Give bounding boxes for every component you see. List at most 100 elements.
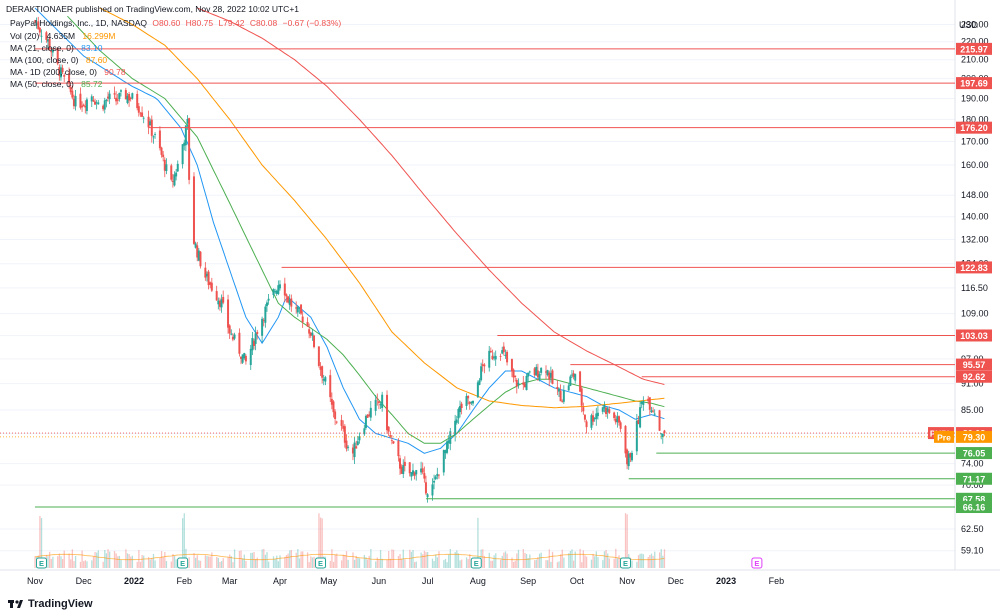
- candle-body: [630, 452, 633, 461]
- candle-body: [240, 356, 243, 359]
- volume-bar: [261, 549, 263, 568]
- volume-bar: [641, 553, 643, 568]
- resistance-level-price-label: 95.57: [963, 360, 986, 370]
- candle-body: [421, 468, 424, 473]
- candle-body: [499, 356, 502, 357]
- candle-body: [377, 401, 380, 403]
- volume-bar: [414, 562, 416, 568]
- candle-body: [321, 366, 324, 378]
- volume-bar: [34, 556, 36, 568]
- candle-body: [84, 105, 87, 108]
- volume-bar: [389, 558, 391, 568]
- candle-body: [590, 415, 593, 428]
- volume-bar: [547, 560, 549, 568]
- volume-bar: [113, 551, 116, 568]
- candle-body: [483, 364, 486, 367]
- candle-body: [592, 415, 595, 422]
- volume-bar: [289, 550, 291, 568]
- candle-body: [447, 440, 450, 444]
- volume-bar: [636, 561, 638, 568]
- candle-body: [506, 351, 509, 363]
- candle-body: [61, 67, 64, 73]
- candle-body: [572, 373, 575, 377]
- volume-bar: [242, 558, 244, 568]
- volume-bar: [170, 561, 172, 568]
- candle-body: [431, 484, 434, 496]
- candle-body: [68, 73, 71, 84]
- volume-bar: [173, 555, 176, 568]
- volume-bar: [574, 551, 576, 568]
- legend-ma50[interactable]: MA (50, close, 0) 85.72: [10, 78, 105, 90]
- volume-bar: [595, 551, 597, 568]
- volume-bar: [151, 558, 153, 568]
- candle-body: [298, 307, 301, 309]
- volume-bar: [449, 549, 451, 568]
- candle-body: [332, 401, 335, 413]
- volume-bar: [245, 560, 247, 568]
- candle-body: [478, 380, 481, 385]
- candle-body: [562, 390, 565, 402]
- earnings-icon[interactable]: E: [619, 557, 631, 569]
- earnings-icon-box: [619, 557, 631, 569]
- earnings-icon[interactable]: E: [470, 557, 482, 569]
- candle-body: [411, 470, 414, 475]
- volume-bar: [136, 561, 138, 568]
- volume-bar: [535, 559, 537, 568]
- candle-body: [152, 136, 155, 138]
- volume-bar: [198, 560, 200, 568]
- volume-bar: [420, 552, 422, 568]
- candle-body: [661, 433, 664, 438]
- symbol-name[interactable]: PayPal Holdings, Inc., 1D, NASDAQ: [10, 18, 148, 28]
- candle-body: [275, 290, 278, 294]
- candle-body: [397, 440, 400, 457]
- candle-body: [454, 420, 457, 436]
- legend-ma21[interactable]: MA (21, close, 0) 83.10: [10, 42, 105, 54]
- volume-bar: [272, 556, 275, 568]
- volume-bar: [626, 514, 628, 568]
- candle-body: [238, 332, 241, 354]
- resistance-level-price-tag: [956, 261, 992, 274]
- volume-bar: [355, 555, 357, 568]
- legend-label: Vol (20): [10, 31, 40, 41]
- support-level-price-label: 66.16: [963, 503, 986, 513]
- earnings-icon[interactable]: E: [177, 557, 189, 569]
- candle-body: [358, 436, 361, 441]
- legend-ma100[interactable]: MA (100, close, 0) 87.60: [10, 54, 110, 66]
- candle-body: [71, 90, 74, 98]
- tradingview-footer[interactable]: TradingView: [8, 598, 93, 610]
- candle-body: [457, 408, 460, 419]
- earnings-icon[interactable]: E: [751, 557, 763, 569]
- candle-body: [379, 404, 382, 406]
- candle-body: [335, 421, 338, 423]
- volume-bar: [616, 558, 619, 568]
- legend-volume[interactable]: Vol (20) 4.635M 16.299M: [10, 30, 119, 42]
- x-tick-label: Feb: [769, 576, 785, 586]
- volume-bar: [516, 553, 518, 568]
- legend-ma200[interactable]: MA - 1D (200, close, 0) 90.78: [10, 66, 129, 78]
- volume-bar: [334, 554, 336, 568]
- volume-bar: [517, 549, 520, 568]
- legend-value: 4.635M: [46, 31, 76, 41]
- earnings-icon[interactable]: E: [35, 557, 47, 569]
- y-tick-label: 190.00: [961, 93, 989, 103]
- volume-bar: [469, 554, 471, 568]
- resistance-level-price-label: 197.69: [960, 79, 988, 89]
- candle-body: [261, 318, 264, 336]
- y-tick-label: 160.00: [961, 160, 989, 170]
- candle-body: [243, 352, 246, 359]
- resistance-level-price-label: 122.83: [960, 263, 988, 273]
- candle-body: [115, 97, 118, 102]
- candle-body: [647, 398, 650, 402]
- candle-body: [408, 462, 411, 474]
- candle-body: [546, 370, 549, 376]
- earnings-icon[interactable]: E: [315, 557, 327, 569]
- volume-bar: [491, 560, 494, 568]
- volume-bar: [255, 559, 257, 568]
- volume-bar: [537, 557, 539, 568]
- earnings-icon-letter: E: [180, 559, 185, 568]
- legend-value: 85.72: [81, 79, 103, 89]
- volume-bar: [525, 554, 528, 568]
- candle-body: [287, 296, 290, 303]
